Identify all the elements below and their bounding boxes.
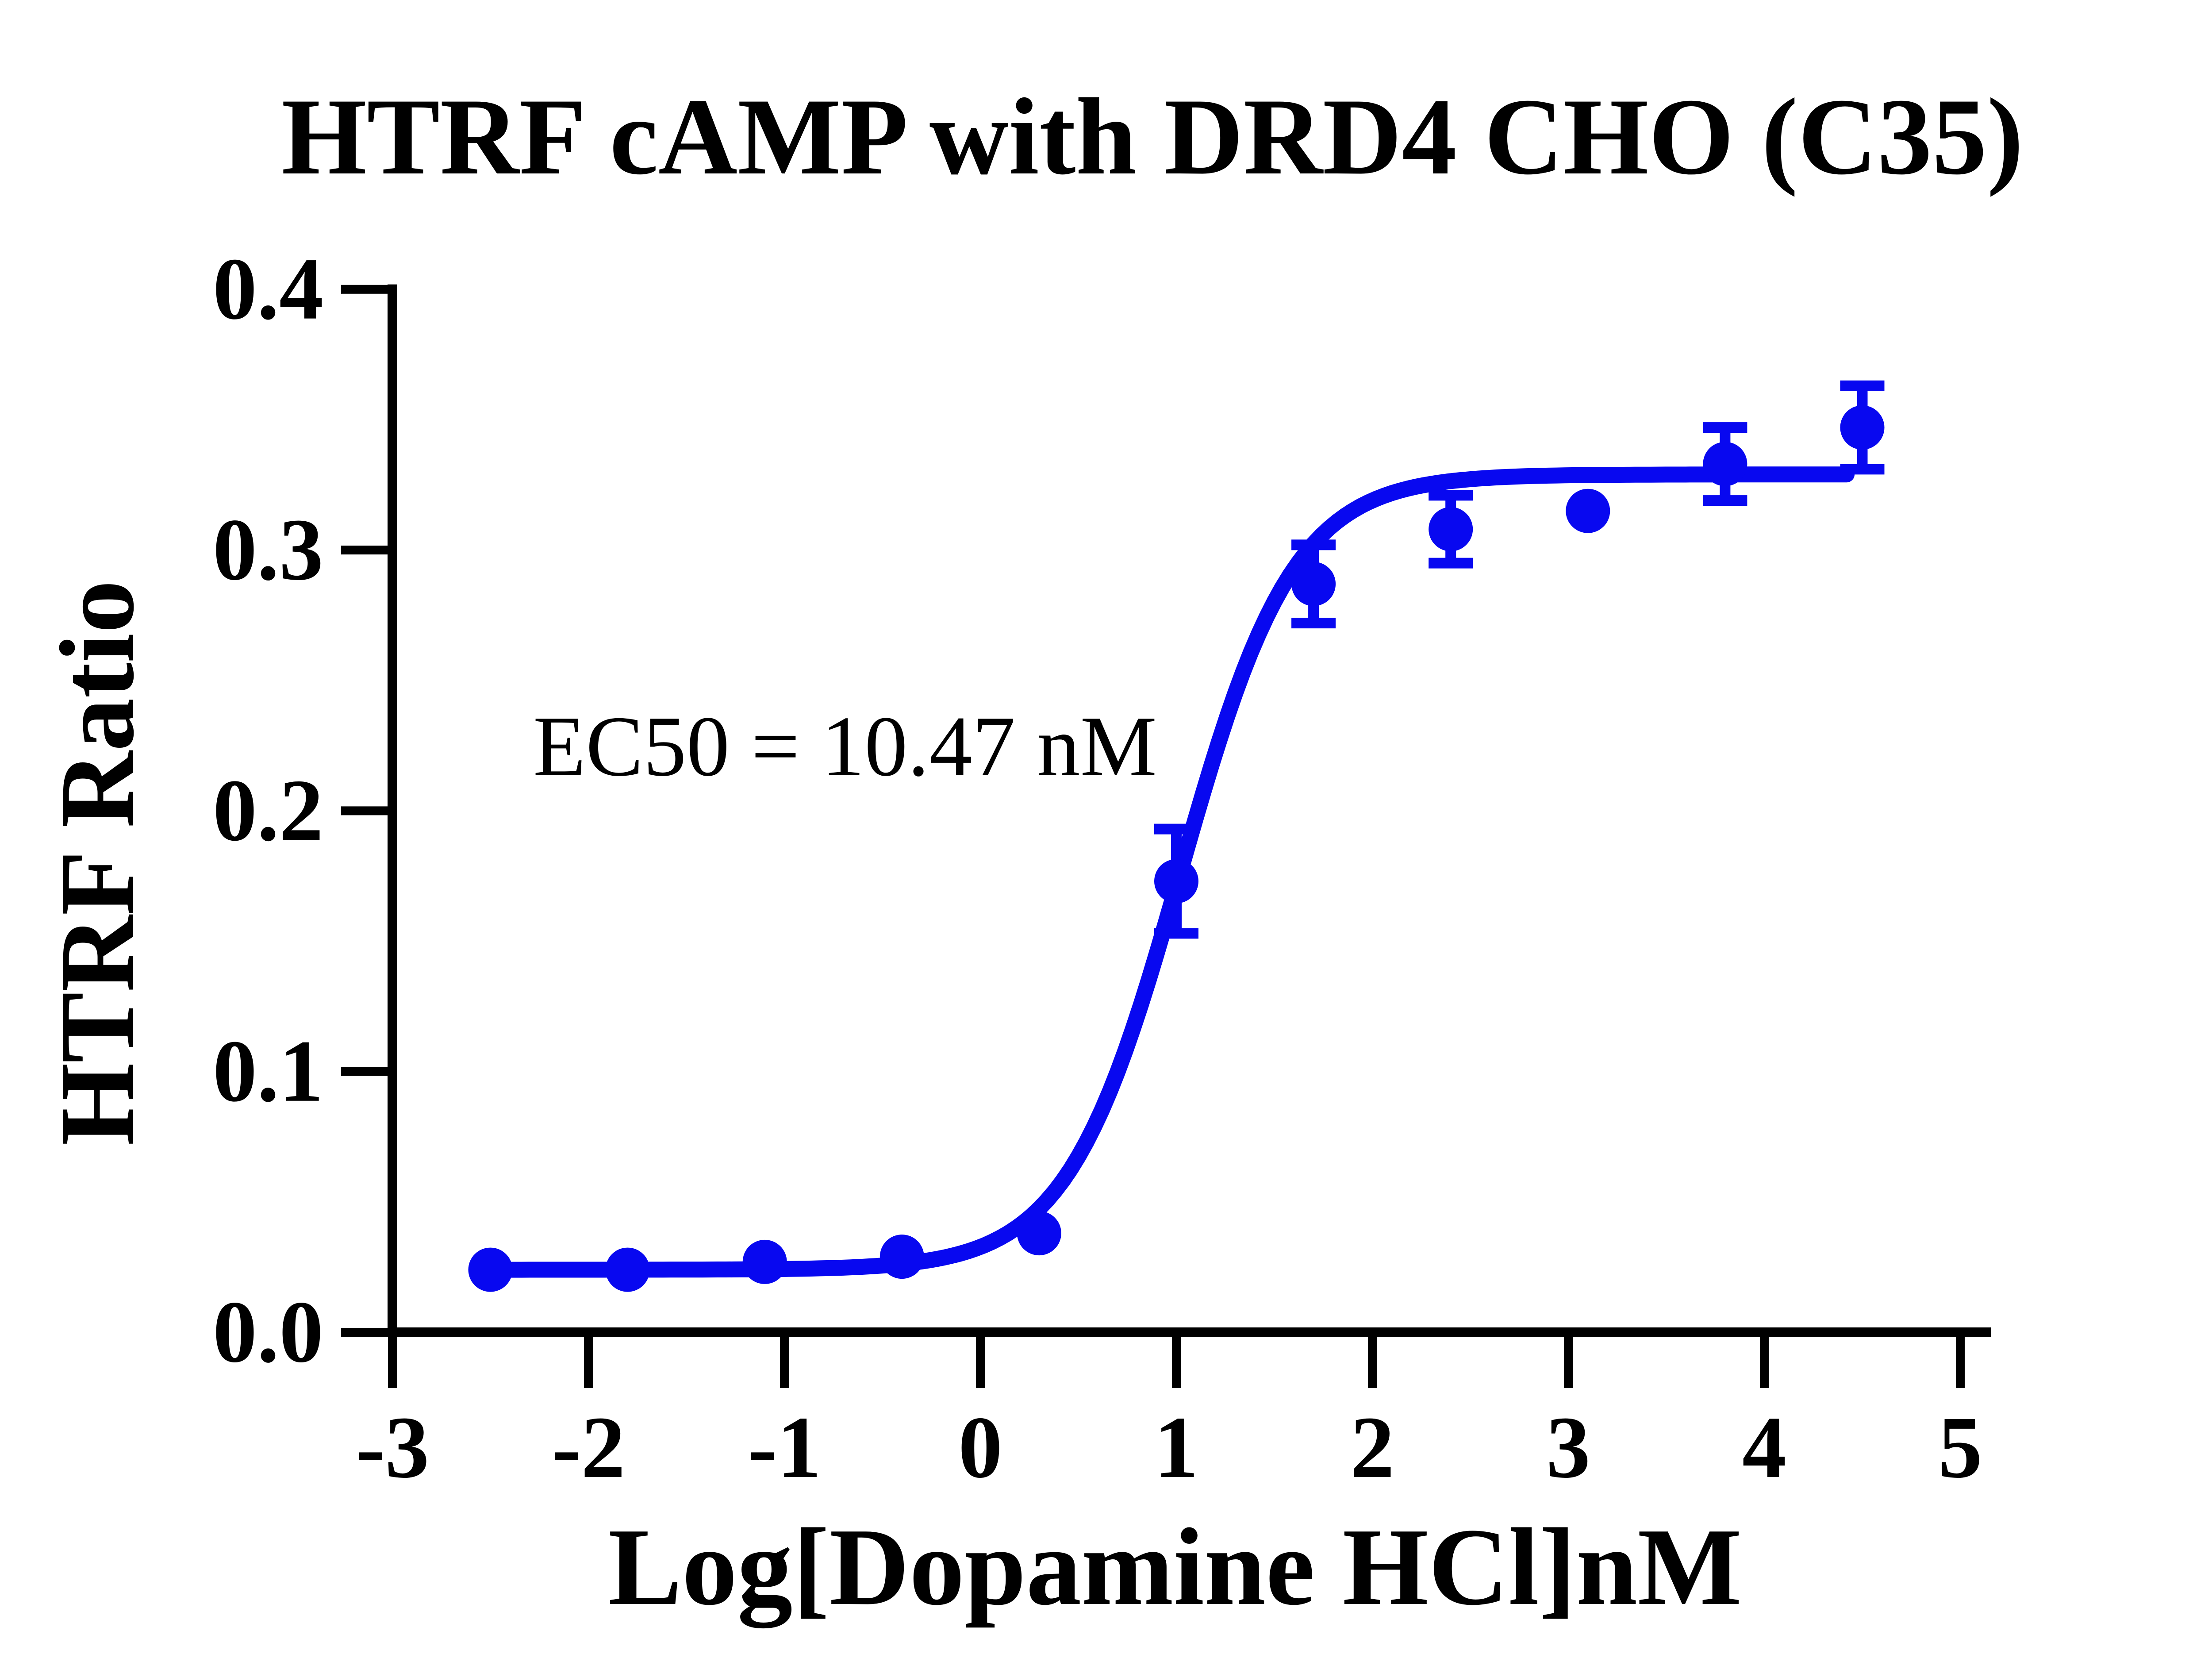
- chart-title: HTRF cAMP with DRD4 CHO (C35): [281, 76, 2024, 197]
- data-point: [605, 1247, 650, 1292]
- x-tick: [1368, 1336, 1377, 1388]
- y-tick: [341, 546, 388, 555]
- x-axis-label: Log[Dopamine HCl]nM: [608, 1506, 1742, 1628]
- x-tick: [1760, 1336, 1769, 1388]
- x-tick-label: 3: [1546, 1399, 1590, 1496]
- y-tick: [341, 1328, 388, 1337]
- y-tick-label: 0.3: [213, 501, 323, 599]
- y-tick: [341, 806, 388, 815]
- x-tick-label: 2: [1350, 1399, 1394, 1496]
- data-point: [742, 1239, 787, 1284]
- x-tick: [388, 1336, 397, 1388]
- x-tick-label: -3: [356, 1399, 430, 1496]
- data-point: [468, 1247, 513, 1292]
- data-point: [879, 1235, 924, 1279]
- ec50-annotation: EC50 = 10.47 nM: [533, 699, 1157, 794]
- data-point: [1154, 859, 1198, 904]
- y-axis-label: HTRF Ratio: [38, 580, 156, 1146]
- x-axis-line: [388, 1327, 1991, 1337]
- data-points: [468, 405, 1885, 1292]
- sigmoid-curve: [482, 466, 1855, 1278]
- data-point: [1703, 442, 1747, 486]
- x-tick-label: 1: [1154, 1399, 1198, 1496]
- y-tick-labels: 0.0 0.1 0.2 0.3 0.4: [213, 240, 323, 1381]
- data-point: [1840, 405, 1885, 450]
- x-tick-label: -1: [748, 1399, 822, 1496]
- y-tick-label: 0.1: [213, 1023, 323, 1120]
- y-tick-label: 0.0: [213, 1283, 323, 1381]
- data-point: [1429, 507, 1473, 551]
- axes: [341, 284, 1991, 1388]
- fit-curve: [482, 466, 1855, 1278]
- x-tick: [1564, 1336, 1573, 1388]
- x-tick: [780, 1336, 789, 1388]
- y-tick-label: 0.2: [213, 762, 323, 859]
- x-tick: [584, 1336, 593, 1388]
- x-tick-label: 0: [958, 1399, 1002, 1496]
- y-tick-label: 0.4: [213, 240, 323, 338]
- y-tick: [341, 1067, 388, 1076]
- data-point: [1566, 488, 1610, 533]
- data-point: [1017, 1211, 1061, 1256]
- x-tick-label: 4: [1742, 1399, 1786, 1496]
- x-tick-labels: -3 -2 -1 0 1 2 3 4 5: [356, 1399, 1982, 1496]
- x-tick: [976, 1336, 985, 1388]
- data-point: [1291, 562, 1336, 606]
- y-axis-line: [388, 284, 397, 1337]
- x-tick: [1172, 1336, 1181, 1388]
- x-tick-label: -2: [552, 1399, 626, 1496]
- x-tick-label: 5: [1938, 1399, 1982, 1496]
- y-tick: [341, 285, 388, 294]
- x-tick: [1956, 1336, 1965, 1388]
